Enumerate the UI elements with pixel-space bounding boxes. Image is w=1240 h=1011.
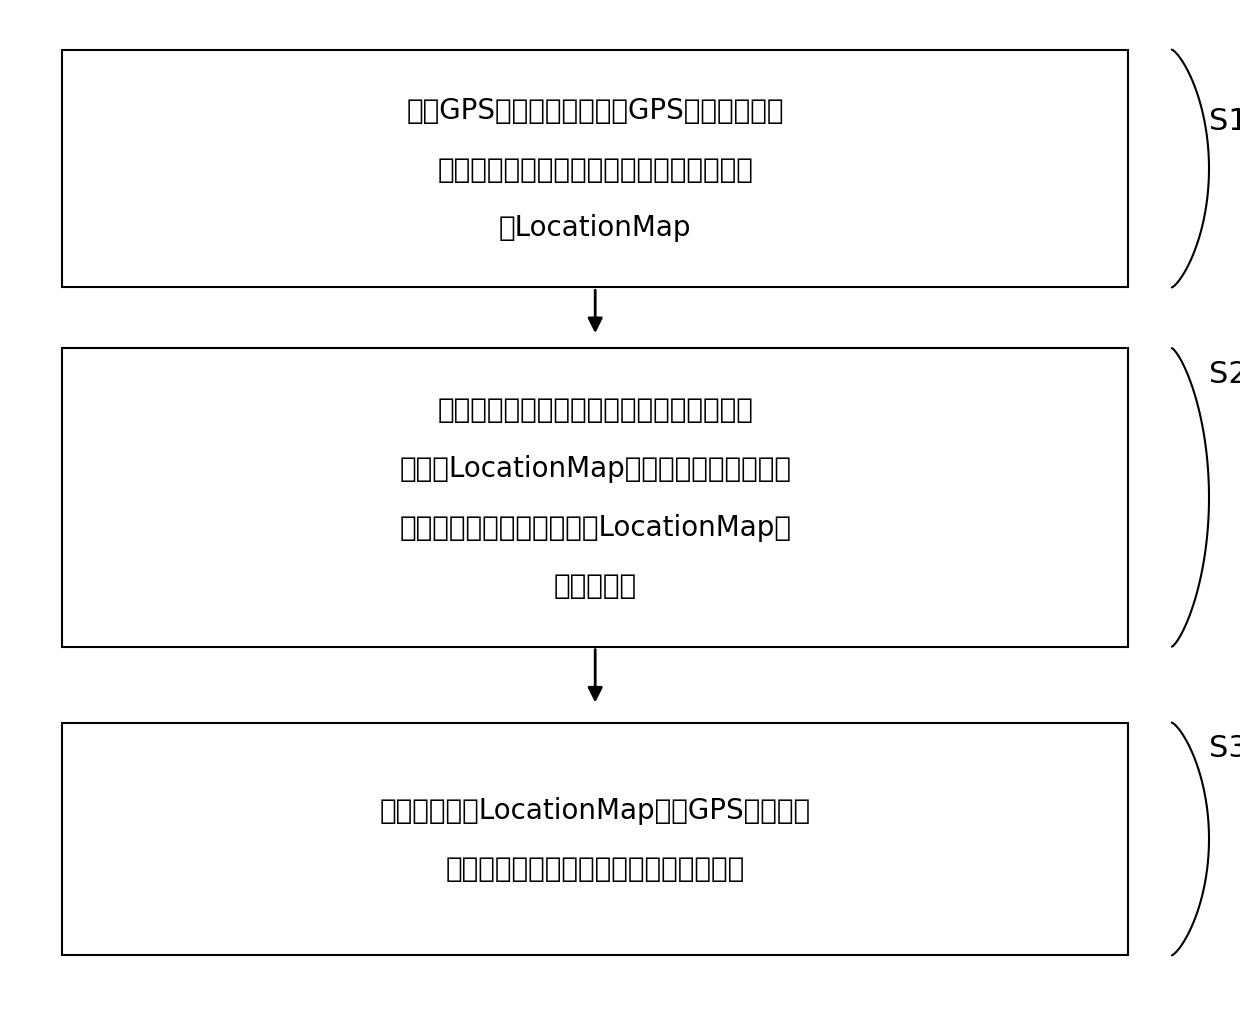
Text: 息和海拔信息，得到车辆当前位置及层级: 息和海拔信息，得到车辆当前位置及层级 bbox=[445, 854, 745, 883]
Text: 利用去噪后的LocationMap修正GPS经纬度信: 利用去噪后的LocationMap修正GPS经纬度信 bbox=[379, 796, 811, 824]
Text: 接收GPS坐标信号，并根据GPS坐标信号从高: 接收GPS坐标信号，并根据GPS坐标信号从高 bbox=[407, 97, 784, 124]
Bar bbox=[62, 51, 1128, 288]
Bar bbox=[62, 349, 1128, 647]
Text: 精度地图数据中获取车辆周边地图数据，生: 精度地图数据中获取车辆周边地图数据，生 bbox=[438, 156, 753, 183]
Text: 获取外部传感器数据，并将所述外部传感器: 获取外部传感器数据，并将所述外部传感器 bbox=[438, 396, 753, 424]
Text: S3: S3 bbox=[1209, 734, 1240, 762]
Bar bbox=[62, 723, 1128, 955]
Text: S2: S2 bbox=[1209, 360, 1240, 388]
Text: 数据与LocationMap融合，定位车辆的层级: 数据与LocationMap融合，定位车辆的层级 bbox=[399, 455, 791, 482]
Text: 成LocationMap: 成LocationMap bbox=[498, 214, 692, 242]
Text: S1: S1 bbox=[1209, 107, 1240, 135]
Text: 行去噪处理: 行去噪处理 bbox=[553, 572, 637, 600]
Text: 信息，利用所述层级信息对LocationMap进: 信息，利用所述层级信息对LocationMap进 bbox=[399, 514, 791, 541]
